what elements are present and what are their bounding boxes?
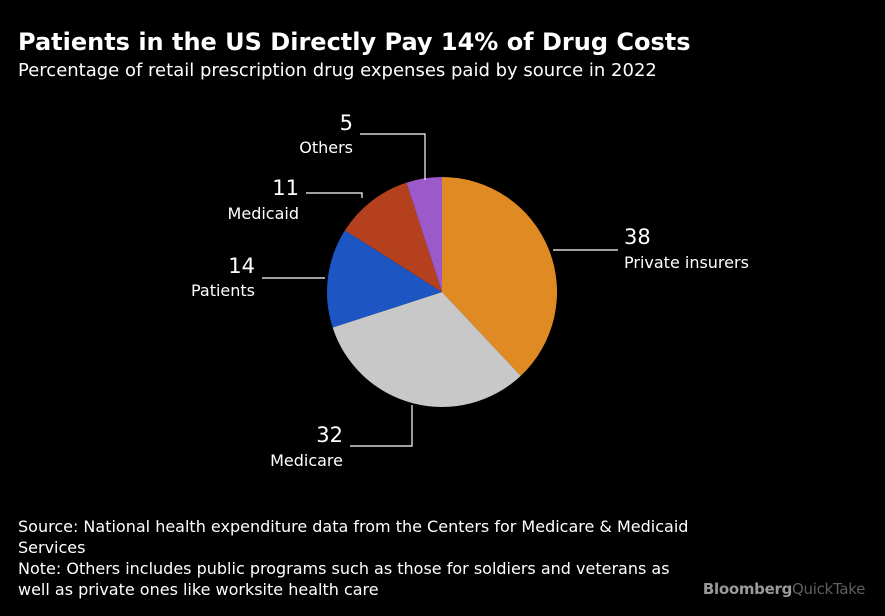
chart-title: Patients in the US Directly Pay 14% of D… [18,28,691,56]
pie-labels: 38 Private insurers 32 Medicare 14 Patients 11… [191,111,749,470]
leader-line-medicaid [306,192,363,198]
chart-subtitle: Percentage of retail prescription drug e… [18,60,657,81]
others-note: Note: Others includes public programs su… [18,559,675,599]
value-label-private-insurers: 38 [624,225,651,249]
source-note: Source: National health expenditure data… [18,517,694,557]
pie-slice-private-insurers [442,177,557,376]
bloomberg-quicktake-logo: BloombergQuickTake [703,580,865,598]
brand-quicktake: QuickTake [792,580,865,598]
leader-line-medicare [350,405,413,447]
pie-slice-patients [326,230,442,328]
category-label-private-insurers: Private insurers [624,253,749,272]
leader-line-others [360,133,426,180]
value-label-others: 5 [340,111,353,135]
value-label-medicare: 32 [316,423,343,447]
pie-slices [326,176,557,407]
value-label-patients: 14 [228,254,255,278]
pie-slice-others [406,176,442,292]
category-label-medicaid: Medicaid [228,204,299,223]
category-label-patients: Patients [191,281,255,300]
pie-slice-medicaid [344,182,442,292]
value-label-medicaid: 11 [272,176,299,200]
category-label-others: Others [299,138,353,157]
category-label-medicare: Medicare [270,451,343,470]
footer-notes: Source: National health expenditure data… [18,516,698,600]
brand-bloomberg: Bloomberg [702,580,793,598]
pie-slice-medicare [332,292,521,407]
